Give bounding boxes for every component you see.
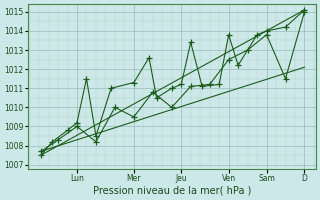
- X-axis label: Pression niveau de la mer( hPa ): Pression niveau de la mer( hPa ): [92, 186, 251, 196]
